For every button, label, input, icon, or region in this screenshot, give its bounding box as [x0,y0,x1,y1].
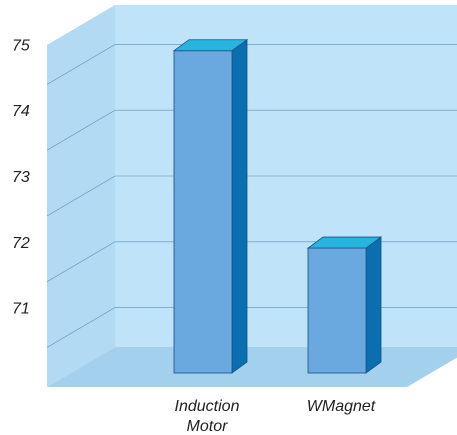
bar-front-face [173,50,233,374]
bar-side-face [231,38,248,374]
y-tick-label: 75 [12,37,30,54]
gridline-side-72 [46,241,116,283]
x-category-label: WMagnet [307,398,376,415]
chart-walls [47,5,457,387]
y-axis-ticks: 71 72 73 74 75 [12,37,30,317]
gridline-side-75 [46,44,116,85]
x-category-label: Motor [187,418,229,435]
gridline-side-74 [46,109,116,151]
y-tick-label: 74 [12,103,30,120]
bars [172,38,383,374]
gridline-side-71 [46,307,116,348]
bar-side-face [365,236,382,374]
y-tick-label: 73 [12,169,30,186]
gridline-side-73 [46,175,116,217]
bar-1 [172,38,249,374]
y-tick-label: 71 [12,301,30,318]
bar-top-face [172,39,249,52]
floor [47,347,457,387]
x-category-label: Induction [175,398,240,415]
bar-top-face [306,236,383,249]
bar-2 [306,236,383,374]
y-tick-label: 72 [12,235,30,252]
x-axis-labels: Induction Motor WMagnet [175,398,376,435]
bar-front-face [307,247,367,374]
